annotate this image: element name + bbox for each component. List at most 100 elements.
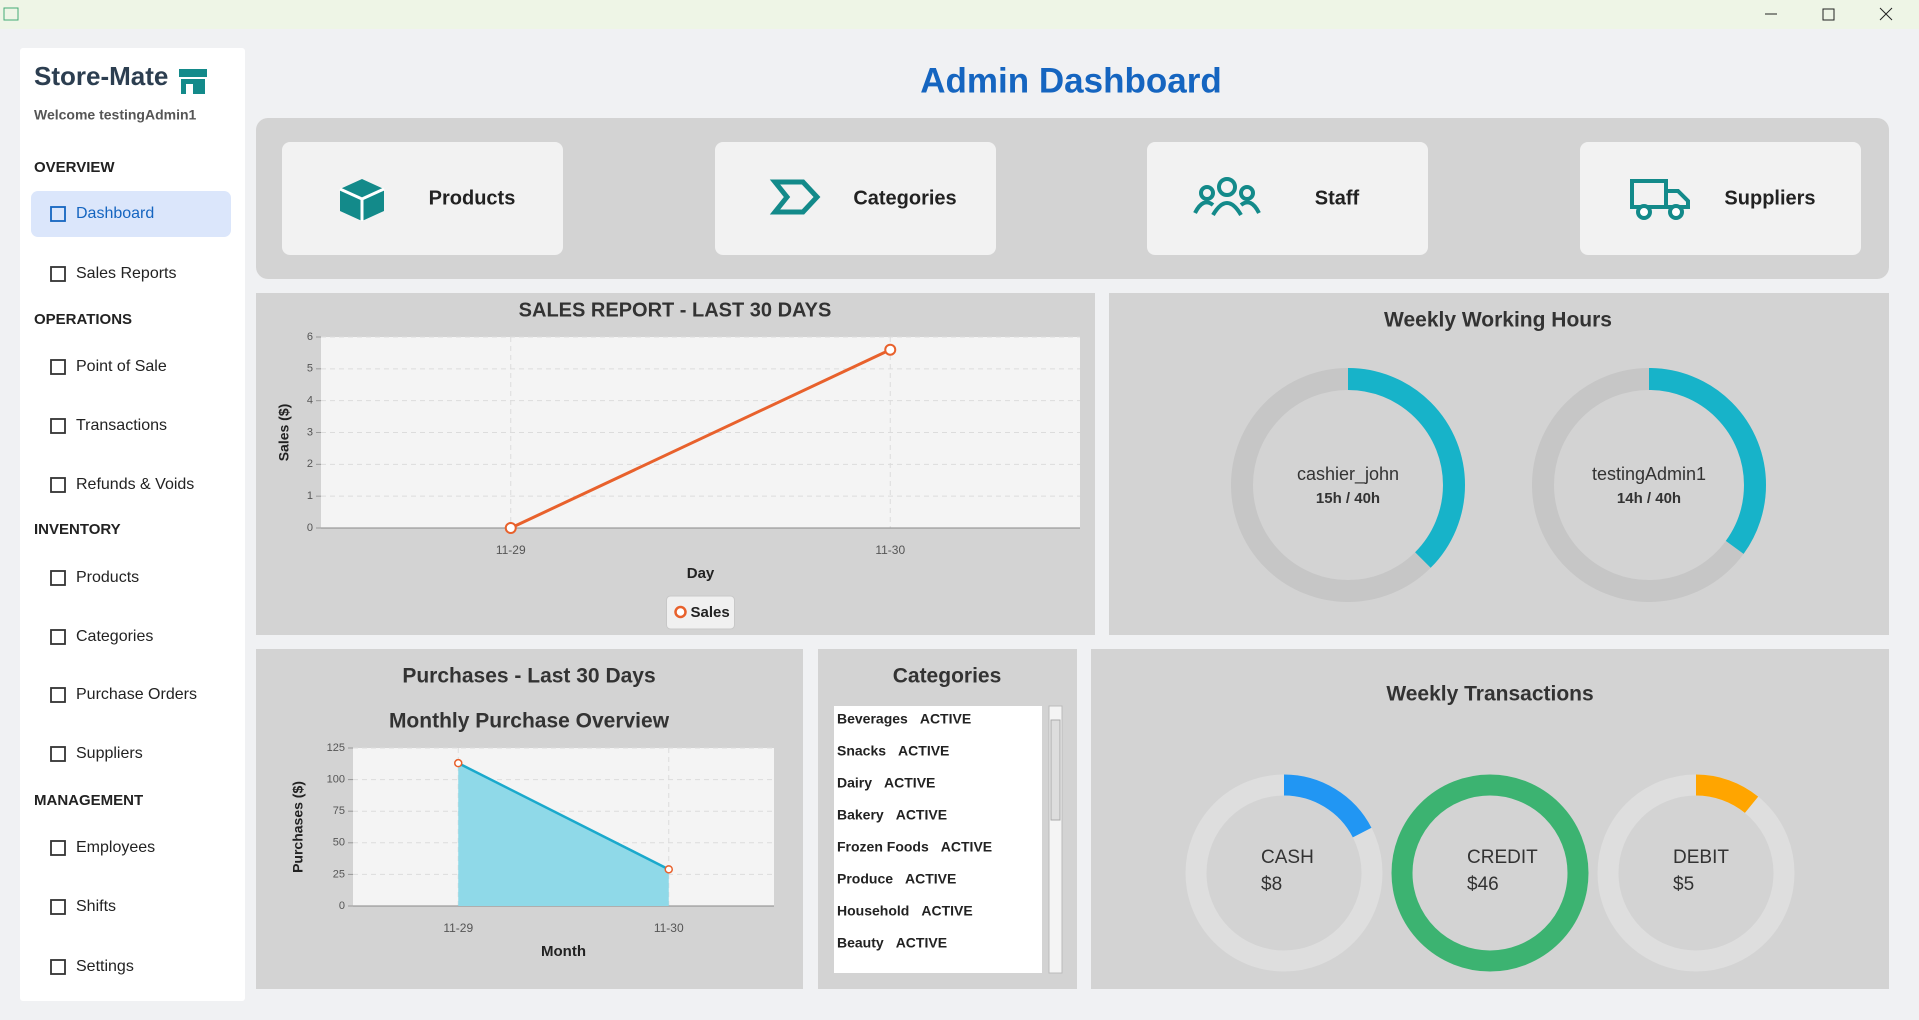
tile-icon [1193,177,1261,217]
nav-icon[interactable] [50,418,66,434]
nav-item[interactable]: Refunds & Voids [76,476,194,493]
scroll-thumb[interactable] [1050,719,1061,821]
y-tick-label: 6 [307,331,313,343]
nav-item[interactable]: Transactions [76,417,167,434]
donut-arc [1231,368,1465,602]
nav-item[interactable]: Employees [76,839,155,856]
nav-icon[interactable] [50,359,66,375]
nav-item[interactable]: Dashboard [76,205,154,222]
donut-arc [1597,774,1795,972]
category-name: Bakery [837,807,884,823]
nav-item[interactable]: Products [76,569,139,586]
chart-title: Weekly Working Hours [1384,309,1612,332]
tile-label[interactable]: Products [429,187,516,209]
x-tick-label: 11-30 [875,543,905,557]
nav-item[interactable]: Sales Reports [76,265,177,282]
section-header: MANAGEMENT [34,792,143,809]
nav-icon[interactable] [50,570,66,586]
tile-icon [1630,179,1690,220]
legend-box [666,595,735,630]
nav-item[interactable]: Categories [76,628,153,645]
nav-icon[interactable] [50,959,66,975]
y-tick-label: 0 [307,522,313,534]
nav-item[interactable]: Shifts [76,898,116,915]
category-status: ACTIVE [905,871,956,887]
section-header: OVERVIEW [34,159,115,176]
nav-tile[interactable] [1147,142,1428,255]
nav-icon[interactable] [50,206,66,222]
nav-item[interactable]: Suppliers [76,745,143,762]
y-tick-label: 75 [333,805,345,817]
tile-icon [769,179,821,215]
point [454,758,463,768]
donut-value: $46 [1467,874,1499,895]
x-axis-label: Month [541,943,586,960]
donut-arc [1391,774,1589,972]
y-tick-label: 50 [333,837,345,849]
donut-label: CREDIT [1467,847,1538,868]
tiles-panel [256,118,1889,279]
category-status: ACTIVE [941,839,992,855]
point [504,522,517,534]
donut-label: cashier_john [1297,464,1399,485]
category-status: ACTIVE [896,807,947,823]
sidebar [20,48,245,1001]
nav-item[interactable]: Point of Sale [76,358,167,375]
nav-icon[interactable] [50,840,66,856]
hours-panel [1109,293,1889,635]
page-title: Admin Dashboard [920,61,1221,100]
nav-icon[interactable] [50,899,66,915]
app-name: Store-Mate [34,61,168,91]
section-header: OPERATIONS [34,311,132,328]
donut-value: $8 [1261,874,1282,895]
donut-arc [1532,368,1766,602]
y-axis-label: Sales ($) [276,404,292,462]
legend-label: Sales [691,604,730,621]
nav-icon[interactable] [50,266,66,282]
nav-item[interactable]: Purchase Orders [76,686,197,703]
category-name: Beauty [837,935,884,951]
restore-button[interactable] [1822,8,1835,21]
y-tick-label: 5 [307,363,313,375]
welcome-text: Welcome testingAdmin1 [34,107,197,123]
category-name: Household [837,903,909,919]
line [510,348,891,530]
category-name: Snacks [837,743,886,759]
y-tick-label: 4 [307,395,313,407]
donut-value: $5 [1673,874,1694,895]
y-tick-label: 125 [327,742,345,754]
close-button[interactable] [1879,7,1893,21]
y-axis-label: Purchases ($) [290,781,306,873]
nav-tile[interactable] [715,142,996,255]
nav-icon[interactable] [50,477,66,493]
category-status: ACTIVE [884,775,935,791]
chart-subtitle: Monthly Purchase Overview [389,710,670,733]
donut-value: 15h / 40h [1316,490,1380,507]
nav-tile[interactable] [282,142,563,255]
nav-item[interactable]: Settings [76,958,134,975]
y-tick-label: 0 [339,900,345,912]
x-tick-label: 11-29 [443,921,473,935]
y-tick-label: 3 [307,426,313,438]
area [458,763,669,906]
donut-label: testingAdmin1 [1592,464,1706,484]
legend-marker [674,605,687,619]
tile-label[interactable]: Suppliers [1724,187,1815,209]
y-tick-label: 1 [307,490,313,502]
nav-icon[interactable] [50,687,66,703]
section-header: INVENTORY [34,521,121,538]
category-name: Beverages [837,711,908,727]
nav-icon[interactable] [50,629,66,645]
donut-label: DEBIT [1673,847,1729,868]
x-axis-label: Day [687,565,715,582]
nav-tile[interactable] [1580,142,1861,255]
panel-title: Categories [893,665,1002,688]
tile-label[interactable]: Categories [853,187,956,209]
nav-icon[interactable] [50,746,66,762]
donut-value: 14h / 40h [1617,490,1681,507]
tile-label[interactable]: Staff [1315,187,1360,209]
category-status: ACTIVE [920,711,971,727]
tile-icon [339,179,385,221]
